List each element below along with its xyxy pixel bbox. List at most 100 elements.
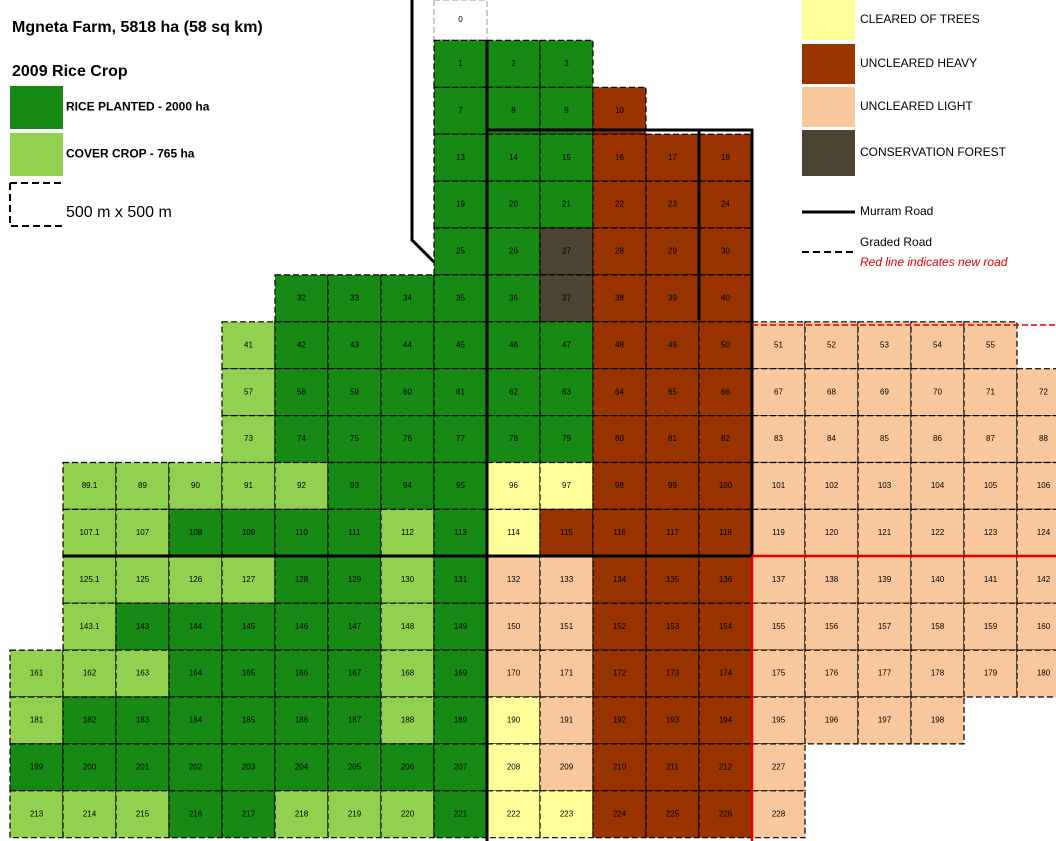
plot — [115, 649, 170, 698]
plot-label: 32 — [297, 293, 306, 302]
plot-label: 18 — [721, 153, 730, 162]
plot-label: 55 — [986, 340, 995, 349]
plot-label: 118 — [719, 528, 732, 537]
plot-label: 157 — [878, 622, 892, 631]
plot-label: 193 — [666, 716, 680, 725]
plot-label: 152 — [613, 622, 627, 631]
plot — [592, 368, 647, 417]
plot — [433, 180, 488, 229]
plot-label: 13 — [456, 153, 465, 162]
plot-label: 184 — [189, 716, 203, 725]
plot-label: 128 — [295, 575, 309, 584]
plot — [433, 461, 488, 511]
plot-label: 16 — [615, 153, 624, 162]
plot-label: 140 — [931, 575, 945, 584]
plot-label: 162 — [83, 669, 97, 678]
plot-label: 129 — [348, 575, 362, 584]
plot-label: 185 — [242, 716, 256, 725]
plot — [539, 696, 594, 745]
plot — [645, 180, 700, 229]
plot-label: 65 — [668, 387, 677, 396]
plot — [698, 790, 753, 839]
plot — [274, 508, 329, 557]
plot — [9, 790, 64, 839]
plot-label: 223 — [560, 809, 574, 818]
plot-label: 143 — [136, 622, 150, 631]
plot-label: 136 — [719, 575, 733, 584]
plot-label: 113 — [454, 528, 467, 537]
plot-label: 115 — [560, 528, 573, 537]
plot-label: 92 — [297, 481, 306, 490]
plot-label: 2 — [511, 59, 516, 68]
plot-label: 50 — [721, 340, 730, 349]
plot — [751, 368, 806, 417]
legend-swatch — [10, 133, 63, 176]
plot-label: 190 — [507, 716, 521, 725]
plot — [380, 790, 435, 839]
plot — [963, 602, 1018, 651]
plot-label: 40 — [721, 293, 730, 302]
plot — [327, 649, 382, 698]
plot-label: 132 — [507, 575, 521, 584]
plot-label: 44 — [403, 340, 412, 349]
plot — [221, 649, 276, 698]
plot-label: 178 — [931, 669, 945, 678]
plot — [539, 555, 594, 604]
plot — [539, 321, 594, 370]
plot-label: 177 — [878, 669, 892, 678]
plot — [963, 508, 1018, 557]
plot — [486, 743, 541, 792]
plot-label: 73 — [244, 434, 253, 443]
plot — [221, 602, 276, 651]
plot-label: 81 — [668, 434, 677, 443]
plot-label: 66 — [721, 387, 730, 396]
plot-label: 72 — [1039, 387, 1048, 396]
plot-label: 226 — [719, 809, 733, 818]
plot — [910, 696, 965, 745]
plot-label: 141 — [984, 575, 998, 584]
plot-label: 87 — [986, 434, 995, 443]
plot-label: 89.1 — [82, 481, 98, 490]
plot-label: 41 — [244, 340, 253, 349]
plot — [168, 696, 223, 745]
plot-label: 79 — [562, 434, 571, 443]
plot-label: 126 — [189, 575, 203, 584]
plot-label: 182 — [83, 716, 97, 725]
plot-label: 71 — [986, 387, 995, 396]
plot — [115, 790, 170, 839]
plot-label: 198 — [931, 716, 945, 725]
plot-label: 49 — [668, 340, 677, 349]
plot — [380, 602, 435, 651]
plot — [115, 602, 170, 651]
plot-label: 156 — [825, 622, 839, 631]
plot-label: 61 — [456, 387, 465, 396]
plot-label: 3 — [564, 59, 569, 68]
plot-label: 155 — [772, 622, 786, 631]
plot-label: 58 — [297, 387, 306, 396]
plot-label: 7 — [458, 106, 463, 115]
plot-label: 200 — [83, 762, 97, 771]
plot — [433, 86, 488, 135]
murram-road — [410, 0, 436, 264]
plot-label: 124 — [1037, 528, 1051, 537]
plot-label: 165 — [242, 669, 256, 678]
legend-swatch — [802, 130, 855, 176]
plot-label: 104 — [931, 481, 945, 490]
plot-label: 114 — [507, 528, 520, 537]
plot-label: 88 — [1039, 434, 1048, 443]
plot-label: 228 — [772, 809, 786, 818]
plot-label: 137 — [772, 575, 786, 584]
plot-label: 98 — [615, 481, 624, 490]
plot-label: 24 — [721, 200, 730, 209]
plot — [539, 180, 594, 229]
plot — [433, 555, 488, 604]
plot — [910, 461, 965, 511]
plot — [168, 743, 223, 792]
plot-label: 83 — [774, 434, 783, 443]
plot-label: 196 — [825, 716, 839, 725]
plot — [380, 415, 435, 464]
plot — [433, 39, 488, 88]
plot — [62, 602, 117, 651]
map-subtitle: 2009 Rice Crop — [12, 63, 128, 80]
new-road-label: Red line indicates new road — [860, 255, 1008, 269]
